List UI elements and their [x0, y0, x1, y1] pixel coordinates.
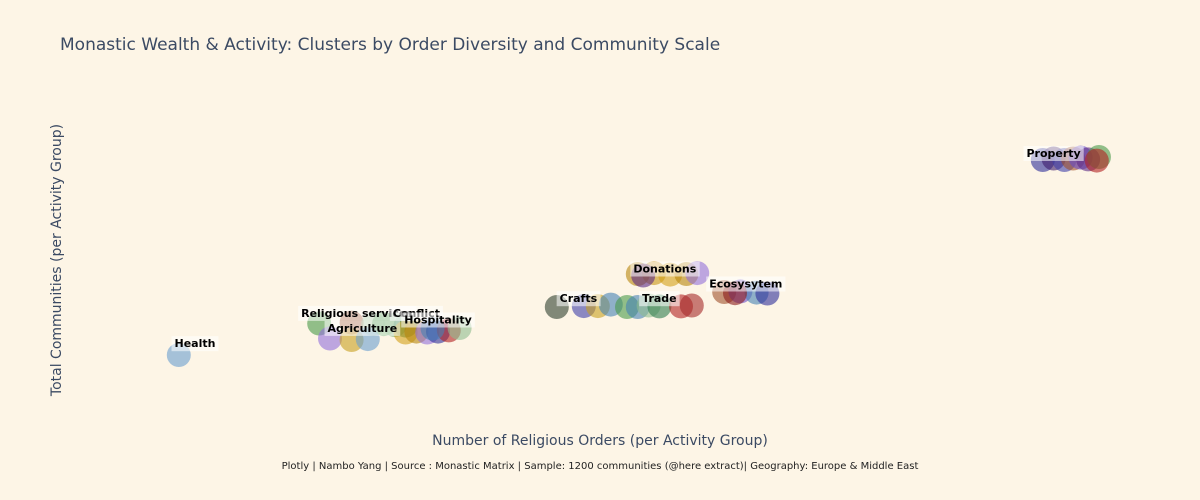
cluster-label-group: Health — [171, 336, 219, 352]
cluster-label-group: Crafts — [556, 291, 601, 307]
chart-title: Monastic Wealth & Activity: Clusters by … — [60, 35, 720, 55]
cluster-label-group: Ecosysytem — [706, 276, 786, 292]
cluster-label: Trade — [642, 292, 676, 305]
cluster-label-background — [639, 291, 680, 307]
cluster-label: Property — [1026, 147, 1080, 160]
cluster-label-background — [1023, 146, 1084, 161]
cluster-label-background — [298, 305, 417, 321]
cluster-label-group: Agriculture — [324, 320, 401, 336]
data-point[interactable] — [1084, 148, 1109, 173]
cluster-label-group: Trade — [639, 291, 680, 307]
y-axis-label: Total Communities (per Activity Group) — [49, 124, 65, 397]
cluster-label: Religious services — [301, 307, 413, 320]
cluster-label: Agriculture — [328, 322, 398, 335]
x-axis-label: Number of Religious Orders (per Activity… — [432, 433, 768, 449]
cluster-label: Crafts — [560, 292, 598, 305]
cluster-label: Donations — [633, 263, 696, 276]
cluster-label-group: Donations — [630, 261, 700, 277]
cluster-label-background — [556, 291, 601, 307]
cluster-label: Hospitality — [404, 314, 472, 327]
cluster-label-background — [630, 261, 700, 277]
cluster-label-group: Property — [1023, 146, 1084, 161]
cluster-label: Ecosysytem — [709, 278, 782, 291]
cluster-label-group: Religious services — [298, 305, 417, 321]
chart-caption: Plotly | Nambo Yang | Source : Monastic … — [282, 461, 919, 472]
data-point[interactable] — [679, 293, 704, 318]
cluster-label-group: Hospitality — [401, 312, 475, 328]
cluster-label-background — [401, 312, 475, 328]
labels-layer: Property Donations Ecosysytem Crafts Trade Re… — [171, 146, 1084, 352]
cluster-label-background — [171, 336, 219, 352]
cluster-label-background — [324, 320, 401, 336]
cluster-label-background — [706, 276, 786, 292]
points-layer — [166, 145, 1111, 367]
cluster-label: Health — [175, 337, 216, 350]
